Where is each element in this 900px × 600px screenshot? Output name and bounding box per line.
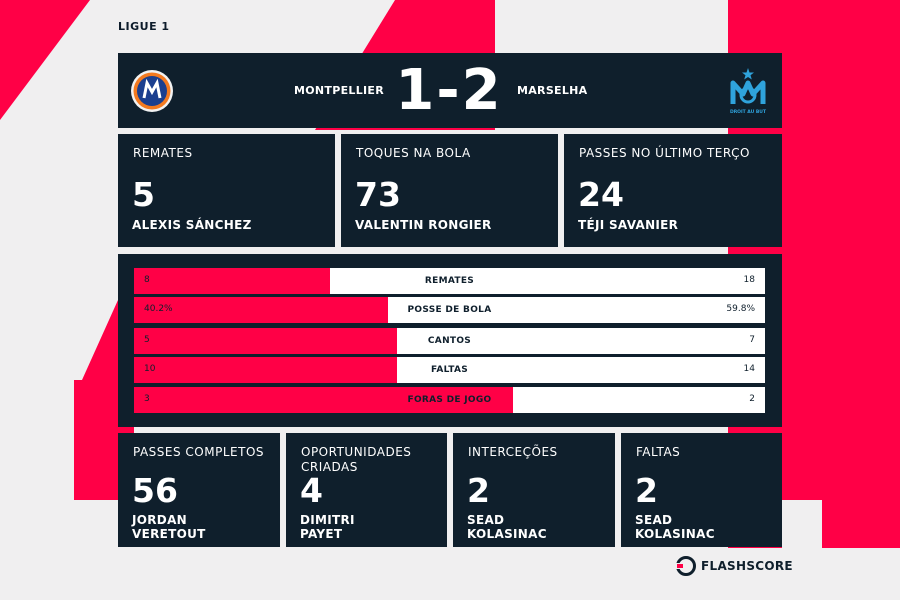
away-team-name: MARSELHA [517, 84, 588, 97]
stat-value: 2 [635, 471, 658, 510]
comparison-panel: 8 REMATES 18 40.2% POSSE DE BOLA 59.8% 5… [118, 254, 782, 427]
match-header: MONTPELLIER 1-2 MARSELHA DROIT AU BUT [118, 53, 782, 128]
stat-label: FALTAS [636, 445, 681, 459]
flashscore-brand: FLASHSCORE [676, 556, 793, 576]
stat-name: POSSE DE BOLA [407, 305, 492, 315]
flashscore-logo-icon [676, 556, 696, 576]
bottom-stat-card: PASSES COMPLETOS 56 JORDAN VERETOUT [118, 433, 280, 547]
top-stat-card: REMATES 5 ALEXIS SÁNCHEZ [118, 134, 335, 247]
stat-name: FALTAS [430, 365, 468, 375]
home-share-bar [134, 357, 398, 383]
montpellier-crest-icon [131, 70, 173, 112]
stat-label: INTERCEÇÕES [468, 445, 558, 459]
stat-player: JORDAN VERETOUT [132, 513, 206, 541]
stat-label: REMATES [133, 146, 193, 160]
stat-name: REMATES [424, 276, 475, 286]
marseille-crest-icon: DROIT AU BUT [730, 68, 767, 115]
stat-value: 73 [355, 175, 401, 214]
stat-player: VALENTIN RONGIER [355, 218, 492, 232]
league-title: LIGUE 1 [118, 20, 170, 33]
bottom-stat-card: INTERCEÇÕES 2 SEAD KOLASINAC [453, 433, 615, 547]
home-value: 5 [144, 335, 150, 345]
stat-player: ALEXIS SÁNCHEZ [132, 218, 252, 232]
stat-name: FORAS DE JOGO [407, 395, 492, 405]
stat-label: TOQUES NA BOLA [356, 146, 471, 160]
crest-motto: DROIT AU BUT [730, 109, 767, 115]
stat-value: 2 [467, 471, 490, 510]
stat-player: TÉJI SAVANIER [578, 218, 679, 232]
home-value: 3 [144, 394, 150, 404]
stat-label: OPORTUNIDADES CRIADAS [301, 445, 412, 474]
top-stat-card: TOQUES NA BOLA 73 VALENTIN RONGIER [341, 134, 558, 247]
stat-player: SEAD KOLASINAC [635, 513, 715, 541]
away-value: 14 [743, 364, 755, 374]
comparison-row: 5 CANTOS 7 [134, 328, 765, 354]
comparison-row: 10 FALTAS 14 [134, 357, 765, 383]
bottom-stat-card: FALTAS 2 SEAD KOLASINAC [621, 433, 782, 547]
home-team-name: MONTPELLIER [294, 84, 384, 97]
stat-label: PASSES NO ÚLTIMO TERÇO [579, 146, 750, 160]
home-value: 8 [144, 275, 150, 285]
stat-player: DIMITRI PAYET [300, 513, 355, 541]
away-value: 7 [749, 335, 755, 345]
brand-name: FLASHSCORE [701, 559, 793, 573]
away-value: 18 [743, 275, 755, 285]
stat-name: CANTOS [427, 336, 472, 346]
home-share-bar [134, 268, 330, 294]
comparison-row: 8 REMATES 18 [134, 268, 765, 294]
away-value: 2 [749, 394, 755, 404]
home-share-bar [134, 297, 388, 323]
away-value: 59.8% [726, 304, 755, 314]
stat-value: 4 [300, 471, 323, 510]
stat-value: 56 [132, 471, 178, 510]
home-value: 40.2% [144, 304, 173, 314]
stat-label: PASSES COMPLETOS [133, 445, 264, 459]
stat-value: 5 [132, 175, 155, 214]
match-score: 1-2 [395, 58, 503, 123]
top-stat-card: PASSES NO ÚLTIMO TERÇO 24 TÉJI SAVANIER [564, 134, 782, 247]
comparison-row: 3 FORAS DE JOGO 2 [134, 387, 765, 413]
comparison-row: 40.2% POSSE DE BOLA 59.8% [134, 297, 765, 323]
home-share-bar [134, 387, 513, 413]
stat-player: SEAD KOLASINAC [467, 513, 547, 541]
home-share-bar [134, 328, 398, 354]
bottom-stat-card: OPORTUNIDADES CRIADAS 4 DIMITRI PAYET [286, 433, 447, 547]
stat-value: 24 [578, 175, 624, 214]
home-value: 10 [144, 364, 156, 374]
